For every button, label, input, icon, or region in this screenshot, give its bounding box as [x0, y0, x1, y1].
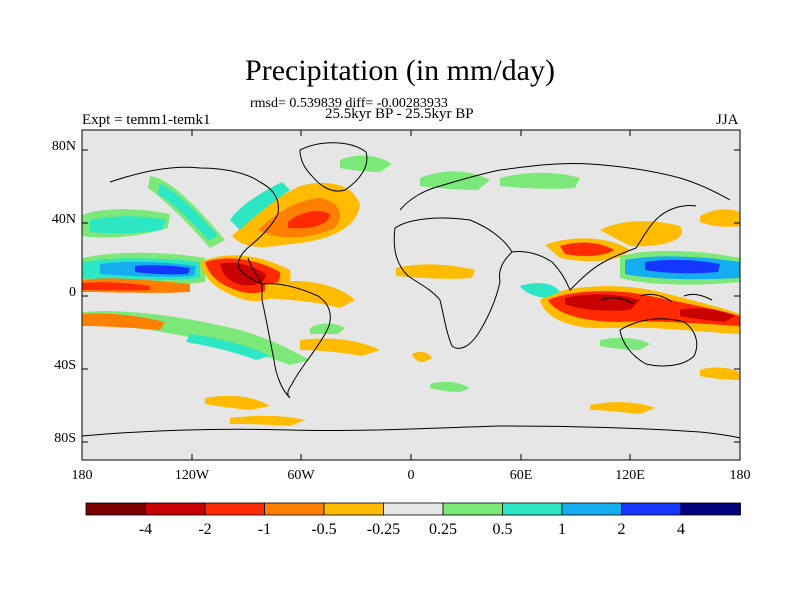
period-text: 25.5kyr BP - 25.5kyr BP	[325, 106, 474, 122]
anomaly-region	[396, 264, 475, 279]
anomaly-region	[430, 381, 470, 392]
anomaly-region	[412, 351, 432, 362]
australia-coast	[619, 318, 698, 367]
lat-tick-40n: 40N	[51, 212, 76, 227]
anomaly-region	[82, 282, 150, 291]
colorbar-swatch	[680, 502, 741, 516]
season-label: JJA	[716, 112, 739, 128]
anomaly-region	[420, 171, 490, 190]
antarctica-coast	[82, 425, 740, 439]
anomaly-region	[590, 402, 655, 414]
lat-tick-40s: 40S	[54, 358, 76, 373]
lat-tick-80s: 80S	[54, 431, 76, 446]
eurasia-north-coast	[399, 162, 731, 211]
colorbar-swatch	[502, 502, 563, 516]
colorbar-swatch	[145, 502, 206, 516]
maritime-continent-coast	[599, 293, 713, 305]
lon-tick-120e: 120E	[615, 468, 645, 483]
lon-tick-0: 0	[407, 468, 415, 483]
anomaly-region	[230, 415, 305, 426]
colorbar-label: 0.5	[493, 521, 513, 538]
anomaly-region	[700, 367, 740, 380]
lon-tick-180e: 180	[729, 468, 751, 483]
anomaly-region	[645, 259, 720, 274]
anomaly-region	[90, 216, 166, 234]
anomaly-region	[288, 211, 330, 229]
colorbar-label: -0.25	[367, 521, 400, 538]
anomaly-region	[520, 283, 560, 298]
plot-title: Precipitation (in mm/day)	[245, 54, 555, 87]
lon-tick-180w: 180	[71, 468, 93, 483]
asia-south-coast	[511, 205, 697, 291]
colorbar-swatch	[264, 502, 325, 516]
anomaly-region	[680, 308, 735, 322]
experiment-label: Expt = temm1-temk1	[82, 112, 211, 128]
anomaly-region	[700, 209, 740, 227]
colorbar-label: -2	[198, 521, 211, 538]
lon-tick-60w: 60W	[287, 468, 315, 483]
colorbar-label: -0.5	[311, 521, 336, 538]
colorbar-swatch	[85, 502, 146, 516]
lon-tick-120w: 120W	[174, 468, 210, 483]
lat-tick-80n: 80N	[51, 139, 76, 154]
greenland-coast	[299, 142, 368, 192]
colorbar-label: -4	[139, 521, 152, 538]
anomaly-region	[500, 172, 580, 189]
colorbar-swatch	[442, 502, 503, 516]
anomaly-region	[600, 221, 682, 247]
anomaly-region	[158, 184, 218, 240]
north-america-coast	[109, 166, 279, 285]
colorbar-swatch	[383, 502, 444, 516]
colorbar-swatch	[621, 502, 682, 516]
anomaly-region	[220, 262, 266, 286]
precip-anomaly-field	[82, 155, 740, 426]
axis-ticks	[82, 130, 740, 460]
lat-tick-0: 0	[69, 285, 76, 300]
africa-coast	[393, 217, 513, 349]
anomaly-region	[230, 182, 290, 230]
lon-tick-60e: 60E	[509, 468, 533, 483]
colorbar-swatch	[561, 502, 622, 516]
south-america-coast	[261, 283, 331, 399]
colorbar-label: 1	[558, 521, 566, 538]
colorbar: -4 -2 -1 -0.5 -0.25 0.25 0.5 1 2 4	[85, 502, 741, 538]
colorbar-label: 2	[618, 521, 626, 538]
colorbar-label: 4	[677, 521, 685, 538]
anomaly-region	[560, 242, 614, 257]
anomaly-region	[82, 313, 165, 330]
colorbar-label: 0.25	[429, 521, 457, 538]
anomaly-region	[265, 280, 355, 308]
coastlines	[82, 142, 740, 439]
anomaly-region	[135, 265, 190, 275]
anomaly-region	[186, 334, 270, 360]
colorbar-swatch	[323, 502, 384, 516]
colorbar-label: -1	[258, 521, 271, 538]
anomaly-region	[205, 395, 270, 410]
stats-text: rmsd= 0.539839 diff= -0.00283933	[250, 96, 448, 111]
colorbar-swatch	[204, 502, 265, 516]
